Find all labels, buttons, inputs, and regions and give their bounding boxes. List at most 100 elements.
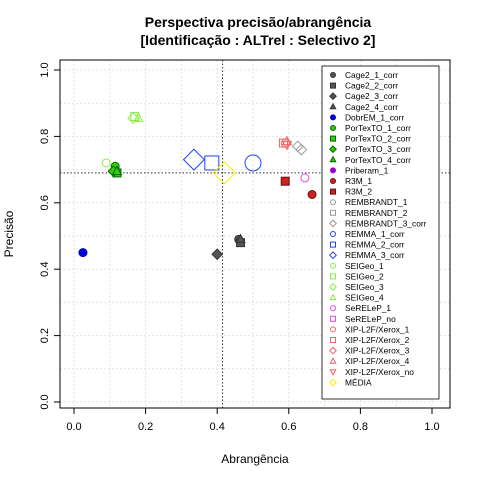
- x-tick-label: 0.6: [281, 421, 296, 433]
- legend-marker: [329, 155, 337, 163]
- data-point: [281, 135, 293, 146]
- legend-entry: SEIGeo_3: [345, 282, 384, 292]
- y-tick-label: 1.0: [39, 62, 51, 77]
- legend-marker: [329, 92, 337, 101]
- legend-entry: Cage2_3_corr: [345, 91, 398, 101]
- x-tick-label: 0.2: [138, 421, 153, 433]
- data-point: [111, 165, 123, 175]
- legend-marker: [330, 125, 336, 131]
- legend-marker: [330, 273, 336, 280]
- legend-marker: [330, 315, 336, 322]
- legend-entry: DobrEM_1_corr: [345, 112, 404, 122]
- data-point: [280, 176, 290, 186]
- legend-entry: PorTexTO_1_corr: [345, 123, 411, 133]
- legend: Cage2_1_corrCage2_2_corrCage2_3_corrCage…: [321, 65, 440, 400]
- legend-marker: [330, 72, 336, 78]
- legend-entry: XIP-L2F/Xerox_no: [345, 367, 414, 377]
- legend-entry: REMMA_2_corr: [345, 240, 405, 250]
- legend-marker: [330, 82, 336, 89]
- legend-marker: [330, 305, 336, 312]
- legend-entry: PorTexTO_3_corr: [345, 144, 411, 154]
- y-tick-label: 0.4: [39, 262, 51, 277]
- legend-entry: REMBRANDT_3_corr: [345, 218, 427, 228]
- legend-marker: [329, 378, 337, 387]
- data-point: [278, 138, 288, 148]
- y-tick-label: 0.8: [39, 129, 51, 144]
- data-point: [281, 141, 293, 151]
- legend-entry: Cage2_2_corr: [345, 81, 398, 91]
- legend-entry: SeRELeP_no: [345, 314, 396, 324]
- data-point: [101, 158, 111, 168]
- legend-entry: REMBRANDT_1: [345, 197, 408, 207]
- legend-marker: [329, 251, 337, 260]
- legend-marker: [329, 102, 337, 110]
- legend-entry: XIP-L2F/Xerox_1: [345, 324, 410, 334]
- legend-marker: [330, 199, 336, 206]
- x-tick-label: 1.0: [424, 421, 439, 433]
- y-axis: 0.0 0.2 0.4 0.6 0.8 1.0: [39, 62, 60, 410]
- legend-entry: PorTexTO_2_corr: [345, 134, 411, 144]
- legend-box: [321, 65, 440, 400]
- legend-entry: SeRELeP_1: [345, 303, 391, 313]
- legend-marker: [330, 114, 336, 121]
- legend-entry: SEIGeo_1: [345, 261, 384, 271]
- legend-marker: [329, 219, 337, 228]
- data-point: [300, 173, 310, 183]
- data-points: [78, 111, 317, 261]
- legend-marker: [329, 293, 337, 301]
- data-point: [235, 233, 246, 244]
- data-point: [211, 248, 224, 261]
- x-tick-label: 0.0: [66, 421, 81, 433]
- x-axis: 0.0 0.2 0.4 0.6 0.8 1.0: [66, 408, 440, 433]
- legend-marker: [330, 188, 336, 195]
- data-point: [182, 148, 206, 171]
- legend-entry: PorTexTO_4_corr: [345, 155, 411, 165]
- legend-marker: [330, 326, 336, 333]
- legend-marker: [330, 178, 336, 184]
- chart-subtitle: [Identificação : ALTrel : Selectivo 2]: [141, 32, 376, 48]
- data-point: [133, 112, 144, 122]
- data-point: [212, 161, 237, 185]
- legend-marker: [330, 167, 336, 174]
- legend-entry: Cage2_1_corr: [345, 70, 398, 80]
- legend-marker: [330, 209, 336, 216]
- legend-entry: XIP-L2F/Xerox_3: [345, 346, 410, 356]
- y-tick-label: 0.2: [39, 328, 51, 343]
- legend-marker: [330, 135, 336, 142]
- legend-marker: [330, 241, 336, 248]
- legend-marker: [329, 283, 337, 291]
- data-point: [204, 155, 220, 171]
- plot-frame: [59, 59, 451, 409]
- legend-entry: R3M_2: [345, 187, 372, 197]
- chart-title: Perspectiva precisão/abrangência: [145, 14, 372, 30]
- y-tick-label: 0.6: [39, 195, 51, 210]
- legend-entry: SEIGeo_4: [345, 293, 384, 303]
- legend-entry: REMMA_3_corr: [345, 250, 405, 260]
- legend-marker: [329, 357, 337, 364]
- data-point: [295, 143, 308, 156]
- data-point: [244, 154, 262, 172]
- legend-marker: [330, 231, 336, 237]
- data-point: [291, 140, 304, 153]
- legend-entry: Cage2_4_corr: [345, 102, 398, 112]
- legend-entry: XIP-L2F/Xerox_4: [345, 356, 410, 366]
- data-point: [78, 248, 88, 258]
- legend-entry: XIP-L2F/Xerox_2: [345, 335, 410, 345]
- y-tick-label: 0.0: [39, 394, 51, 409]
- x-tick-label: 0.4: [210, 421, 225, 433]
- legend-marker: [330, 337, 336, 343]
- data-point: [307, 190, 317, 199]
- legend-entry: REMMA_1_corr: [345, 229, 405, 239]
- legend-entry: R3M_1: [345, 176, 372, 186]
- legend-marker: [329, 346, 337, 355]
- legend-entry: MÉDIA: [345, 377, 372, 387]
- legend-marker: [329, 369, 337, 376]
- legend-entry: SEIGeo_2: [345, 271, 384, 281]
- legend-marker: [329, 145, 337, 154]
- legend-marker: [330, 262, 336, 269]
- y-axis-label: Precisão: [2, 210, 16, 257]
- legend-entry: REMBRANDT_2: [345, 208, 408, 218]
- x-tick-label: 0.8: [353, 421, 368, 433]
- legend-entry: Priberam_1: [345, 165, 389, 175]
